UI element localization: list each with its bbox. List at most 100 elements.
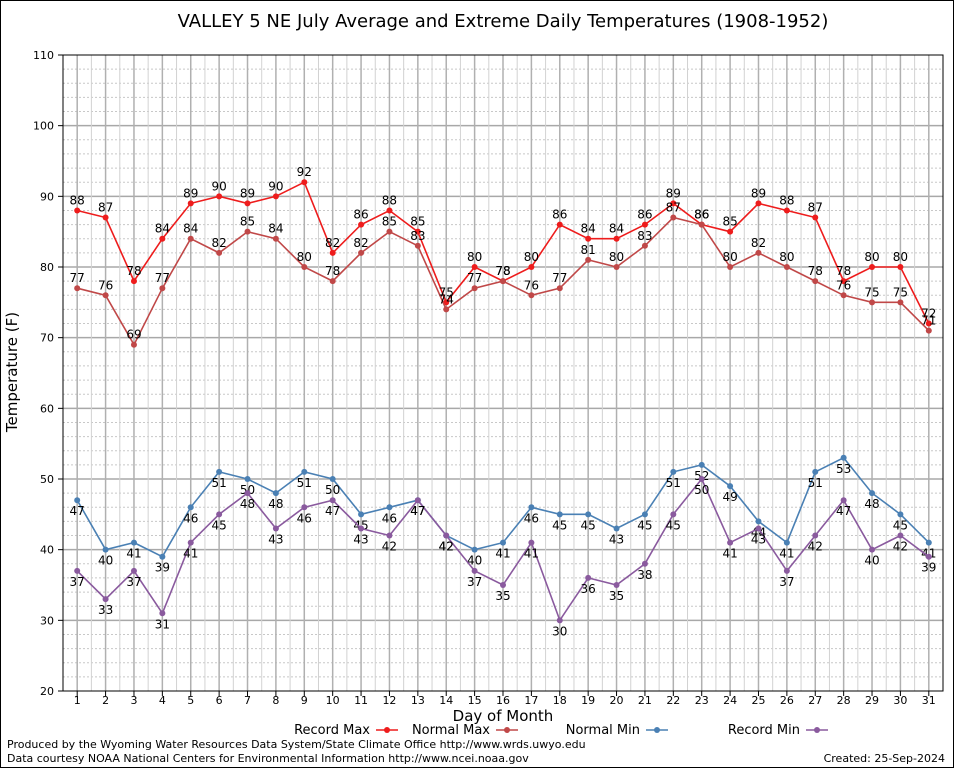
data-label: 80 xyxy=(524,250,539,264)
data-label: 37 xyxy=(70,575,85,589)
data-point xyxy=(130,567,137,574)
data-label: 43 xyxy=(353,532,368,546)
x-tick-label: 21 xyxy=(638,694,652,707)
data-point xyxy=(272,235,279,242)
data-point xyxy=(670,468,677,475)
data-label: 78 xyxy=(836,264,851,278)
data-label: 83 xyxy=(637,229,652,243)
data-point xyxy=(386,207,393,214)
x-tick-label: 19 xyxy=(581,694,595,707)
data-label: 78 xyxy=(495,264,510,278)
x-axis-ticks: 1 2 3 4 5 6 7 8 9 10 11 12 13 14 15 16 17 18 19 20 21 22 23 24 2… xyxy=(74,691,936,707)
data-label: 41 xyxy=(524,547,539,561)
data-point xyxy=(925,327,932,334)
data-point xyxy=(755,525,762,532)
data-point xyxy=(358,525,365,532)
data-label: 77 xyxy=(552,271,567,285)
data-point xyxy=(670,214,677,221)
data-label: 45 xyxy=(552,518,567,532)
data-label: 44 xyxy=(751,525,766,539)
data-label: 77 xyxy=(155,271,170,285)
x-tick-label: 3 xyxy=(130,694,137,707)
data-label: 33 xyxy=(98,603,113,617)
data-point xyxy=(840,292,847,299)
x-tick-label: 16 xyxy=(496,694,510,707)
data-label: 83 xyxy=(410,229,425,243)
data-label: 84 xyxy=(155,222,170,236)
data-point xyxy=(500,539,506,546)
data-point xyxy=(755,200,762,207)
data-point xyxy=(414,228,421,235)
data-label: 80 xyxy=(864,250,879,264)
data-point xyxy=(698,221,705,228)
data-point xyxy=(216,468,223,475)
x-tick-label: 13 xyxy=(411,694,425,707)
data-point xyxy=(897,511,904,518)
data-point xyxy=(500,582,506,588)
data-label: 80 xyxy=(609,250,624,264)
data-point xyxy=(130,278,137,285)
data-label: 37 xyxy=(126,575,141,589)
data-point xyxy=(727,539,734,546)
series-layer: 88 87 78 84 89 90 89 90 92 82 86 88 85 75 80 78 80 86 84 84… xyxy=(70,165,937,638)
data-point xyxy=(272,490,279,497)
data-label: 39 xyxy=(155,561,170,575)
data-point xyxy=(556,511,563,518)
data-label: 78 xyxy=(126,264,141,278)
y-axis-label: Temperature (F) xyxy=(3,312,21,433)
data-point xyxy=(386,228,393,235)
data-point xyxy=(358,221,365,228)
legend-label: Normal Min xyxy=(566,723,640,738)
data-label: 42 xyxy=(893,540,908,554)
data-label: 89 xyxy=(666,186,681,200)
data-point xyxy=(301,468,308,475)
data-label: 89 xyxy=(751,186,766,200)
data-point xyxy=(727,264,734,270)
data-point xyxy=(897,264,904,270)
data-point xyxy=(670,200,677,207)
data-label: 47 xyxy=(410,504,425,518)
data-label: 86 xyxy=(637,208,652,222)
data-label: 82 xyxy=(751,236,766,250)
data-label: 75 xyxy=(864,285,879,299)
y-tick-label: 60 xyxy=(40,402,54,415)
data-point xyxy=(585,511,592,518)
data-point xyxy=(528,504,535,511)
data-point xyxy=(329,278,336,285)
data-point xyxy=(670,511,677,518)
data-label: 45 xyxy=(893,518,908,532)
data-point xyxy=(585,574,592,581)
data-label: 87 xyxy=(808,201,823,215)
data-point xyxy=(329,476,336,482)
data-label: 80 xyxy=(893,250,908,264)
x-tick-label: 31 xyxy=(922,694,936,707)
data-label: 51 xyxy=(808,476,823,490)
data-point xyxy=(159,285,166,292)
data-label: 89 xyxy=(183,186,198,200)
data-point xyxy=(727,228,734,235)
y-tick-label: 90 xyxy=(40,190,54,203)
data-point xyxy=(812,468,819,475)
x-tick-label: 24 xyxy=(723,694,737,707)
x-axis-label: Day of Month xyxy=(453,707,554,725)
data-label: 48 xyxy=(240,497,255,511)
data-label: 43 xyxy=(268,532,283,546)
legend-item: Record Min xyxy=(728,723,828,738)
data-point xyxy=(613,582,620,588)
x-tick-label: 12 xyxy=(382,694,396,707)
data-point xyxy=(727,483,734,490)
data-point xyxy=(187,504,194,511)
data-point xyxy=(74,207,81,214)
data-point xyxy=(301,179,308,186)
data-point xyxy=(102,214,109,221)
data-label: 85 xyxy=(240,215,255,229)
data-label: 77 xyxy=(467,271,482,285)
data-label: 40 xyxy=(864,554,879,568)
data-label: 74 xyxy=(439,292,454,306)
y-tick-label: 70 xyxy=(40,332,54,345)
data-label: 88 xyxy=(779,193,794,207)
data-label: 84 xyxy=(183,222,198,236)
data-point xyxy=(386,504,393,511)
